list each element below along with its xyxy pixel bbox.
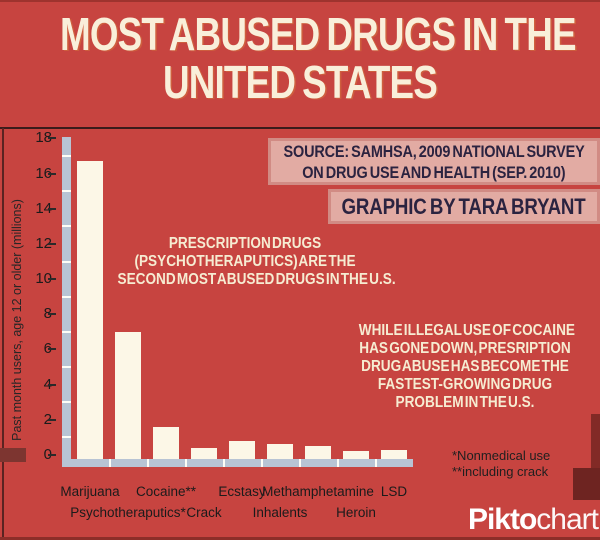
- x-category-label: Inhalents: [252, 505, 308, 520]
- y-axis-minor-tick: [62, 295, 71, 298]
- y-tick-label: 12: [35, 234, 52, 252]
- source-line-2: ON DRUG USE AND HEALTH (SEP. 2010): [302, 162, 566, 182]
- x-axis-separator: [261, 459, 263, 467]
- footnote-nonmedical: *Nonmedical use: [452, 448, 551, 463]
- y-tick-label: 2: [18, 411, 52, 428]
- bar-cocaine: [153, 426, 179, 459]
- annotation-cocaine-line-1: WHILE ILLEGAL USE OF COCAINE: [358, 322, 575, 339]
- y-tick-label: 0: [18, 447, 52, 463]
- y-tick-dash: [48, 418, 56, 421]
- credit-box: GRAPHIC BY TARA BRYANT: [328, 189, 600, 224]
- y-axis-minor-tick: [62, 190, 71, 193]
- bar-lsd: [381, 449, 407, 459]
- y-tick-label: 10: [35, 270, 52, 288]
- x-category-label: Crack: [186, 505, 222, 520]
- left-edge-decor-block: [0, 448, 26, 462]
- y-tick-dash: [48, 242, 56, 245]
- bar-methamphetamine: [305, 446, 331, 459]
- y-tick-dash: [48, 172, 56, 175]
- y-tick-label: 8: [18, 306, 52, 322]
- bar-inhalents: [267, 444, 293, 459]
- annotation-cocaine-line-5: PROBLEM IN THE U.S.: [395, 394, 535, 411]
- x-axis-separator: [375, 459, 377, 467]
- annotation-psych-line-3: SECOND MOST ABUSED DRUGS IN THE U.S.: [117, 271, 396, 288]
- y-axis-minor-tick: [62, 154, 71, 157]
- source-line-1: SOURCE: SAMHSA, 2009 NATIONAL SURVEY: [283, 141, 585, 161]
- left-border-line: [2, 128, 4, 540]
- x-category-label: Marijuana: [60, 484, 120, 499]
- x-axis-separator: [223, 459, 225, 467]
- footnote-including-crack: **including crack: [452, 464, 549, 479]
- annotation-cocaine-line-2: HAS GONE DOWN, PRESRIPTION: [359, 340, 571, 357]
- y-tick-label: 6: [18, 341, 52, 357]
- x-category-label: Cocaine**: [135, 484, 197, 499]
- y-axis-minor-tick: [62, 225, 71, 228]
- main-title-line-1: MOST ABUSED DRUGS IN THE: [60, 8, 577, 60]
- y-tick-dash: [48, 207, 56, 210]
- annotation-psych-line-2: (PSYCHOTHERAPUTICS) ARE THE: [134, 253, 356, 270]
- y-axis-minor-tick: [62, 436, 71, 439]
- y-tick-dash: [48, 313, 56, 316]
- piktochart-logo[interactable]: Piktochart: [467, 503, 599, 537]
- annotation-psychotherapeutics: PRESCRIPTION DRUGS (PSYCHOTHERAPUTICS) A…: [95, 235, 396, 289]
- y-tick-dash: [48, 383, 56, 386]
- y-axis-minor-tick: [62, 366, 71, 369]
- x-category-label: Heroin: [336, 505, 376, 520]
- x-category-label: Psychotheraputics*: [70, 505, 186, 520]
- top-border-line: [0, 0, 600, 2]
- y-axis-minor-tick: [62, 260, 71, 263]
- bar-crack: [191, 447, 217, 459]
- right-edge-decor-block: [573, 468, 600, 500]
- y-tick-dash: [48, 278, 56, 281]
- source-box: SOURCE: SAMHSA, 2009 NATIONAL SURVEY ON …: [268, 138, 600, 185]
- y-tick-label: 18: [35, 129, 52, 147]
- x-axis-separator: [185, 459, 187, 467]
- bar-psychotheraputics: [115, 331, 141, 459]
- y-tick-dash: [48, 454, 56, 456]
- x-category-label: LSD: [380, 484, 408, 499]
- annotation-psych-line-1: PRESCRIPTION DRUGS: [168, 235, 322, 252]
- x-category-label: Methamphetamine: [262, 484, 374, 499]
- x-axis-separator: [337, 459, 339, 467]
- x-axis-separator: [109, 459, 111, 467]
- y-axis-minor-tick: [62, 330, 71, 333]
- x-axis-separator: [147, 459, 149, 467]
- y-tick-label: 16: [35, 164, 52, 182]
- annotation-cocaine-line-3: DRUG ABUSE HAS BECOME THE: [361, 358, 569, 375]
- y-tick-dash: [48, 137, 56, 140]
- x-axis-separator: [299, 459, 301, 467]
- y-axis-bar: [62, 137, 71, 459]
- credit-text: GRAPHIC BY TARA BRYANT: [342, 193, 586, 219]
- right-edge-decor-strip: [591, 414, 600, 468]
- bar-ecstasy: [229, 440, 255, 459]
- y-tick-label: 4: [18, 376, 52, 393]
- piktochart-logo-light: chart: [536, 503, 599, 536]
- bottom-border-line: [0, 537, 600, 540]
- main-title-line-2: UNITED STATES: [162, 56, 438, 108]
- annotation-cocaine-line-4: FASTEST-GROWING DRUG: [377, 376, 553, 393]
- y-tick-label: 14: [35, 199, 52, 217]
- x-axis-bar: [62, 459, 413, 467]
- y-tick-dash: [48, 348, 56, 351]
- piktochart-logo-bold: Pikto: [467, 503, 537, 536]
- bar-marijuana: [77, 161, 103, 459]
- bar-heroin: [343, 451, 369, 459]
- x-category-label: Ecstasy: [218, 484, 266, 499]
- y-axis-minor-tick: [62, 401, 71, 404]
- annotation-cocaine: WHILE ILLEGAL USE OF COCAINE HAS GONE DO…: [340, 322, 590, 412]
- title-divider-line: [0, 127, 600, 129]
